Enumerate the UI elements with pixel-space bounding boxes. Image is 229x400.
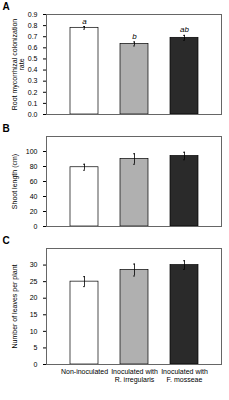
svg-text:0.7: 0.7 <box>28 33 38 40</box>
svg-text:0.2: 0.2 <box>28 89 38 96</box>
svg-text:25: 25 <box>30 278 38 285</box>
svg-text:0.1: 0.1 <box>28 100 38 107</box>
svg-text:80: 80 <box>30 163 38 170</box>
svg-text:0.5: 0.5 <box>28 55 38 62</box>
svg-text:0.4: 0.4 <box>28 66 38 73</box>
svg-text:60: 60 <box>30 178 38 185</box>
svg-text:20: 20 <box>30 208 38 215</box>
svg-text:5: 5 <box>34 344 38 351</box>
svg-text:a: a <box>82 17 87 26</box>
svg-text:Inoculated withR. irregularis: Inoculated withR. irregularis <box>111 368 158 384</box>
svg-text:15: 15 <box>30 311 38 318</box>
svg-text:0.6: 0.6 <box>28 44 38 51</box>
svg-text:0.3: 0.3 <box>28 77 38 84</box>
svg-text:A: A <box>3 1 10 12</box>
svg-text:B: B <box>3 123 10 134</box>
svg-text:Non-inoculated: Non-inoculated <box>61 368 108 375</box>
svg-text:ab: ab <box>180 25 189 34</box>
svg-text:10: 10 <box>30 328 38 335</box>
svg-text:0: 0 <box>34 223 38 230</box>
svg-text:0: 0 <box>34 361 38 368</box>
svg-text:Shoot length (cm): Shoot length (cm) <box>11 154 19 209</box>
svg-text:Root mycorrhizal colonizationr: Root mycorrhizal colonizationrate <box>11 19 25 111</box>
svg-text:0.8: 0.8 <box>28 22 38 29</box>
svg-text:C: C <box>3 235 10 246</box>
svg-text:40: 40 <box>30 193 38 200</box>
svg-text:0.0: 0.0 <box>28 111 38 118</box>
svg-text:30: 30 <box>30 261 38 268</box>
svg-text:20: 20 <box>30 294 38 301</box>
svg-text:0.9: 0.9 <box>28 11 38 18</box>
svg-text:100: 100 <box>26 148 38 155</box>
svg-text:Number of leaves per plant: Number of leaves per plant <box>11 264 19 348</box>
svg-text:Inoculated withF. mosseae: Inoculated withF. mosseae <box>161 368 208 383</box>
svg-text:b: b <box>132 32 137 41</box>
